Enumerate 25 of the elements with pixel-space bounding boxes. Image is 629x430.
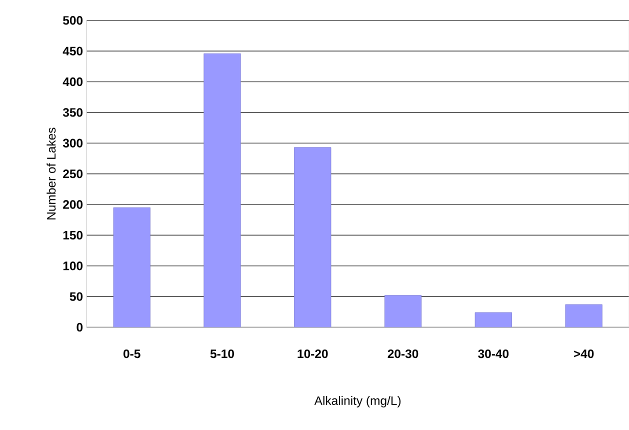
x-tick-label: 30-40 bbox=[478, 349, 509, 358]
y-tick-label: 300 bbox=[62, 138, 83, 148]
y-tick-label: 100 bbox=[63, 261, 83, 270]
x-tick-label: 5-10 bbox=[210, 349, 234, 358]
y-tick-label: 150 bbox=[63, 230, 83, 240]
y-tick-label: 0 bbox=[76, 322, 83, 332]
y-tick-label: 200 bbox=[63, 200, 83, 209]
x-tick-label: 10-20 bbox=[298, 349, 328, 358]
bar bbox=[204, 53, 241, 328]
y-tick-label: 50 bbox=[70, 292, 83, 301]
bar bbox=[384, 295, 422, 328]
y-tick-label: 250 bbox=[63, 169, 83, 178]
bar bbox=[565, 304, 602, 328]
x-tick-label: >40 bbox=[574, 349, 594, 358]
y-tick-label: 400 bbox=[62, 77, 83, 86]
y-tick-label: 500 bbox=[63, 16, 83, 25]
x-tick-label: 0-5 bbox=[123, 349, 140, 358]
y-tick-label: 450 bbox=[62, 46, 83, 56]
bar bbox=[474, 312, 512, 328]
bar bbox=[294, 147, 332, 328]
y-axis-title: Number of Lakes bbox=[46, 128, 56, 220]
bar bbox=[113, 207, 150, 328]
x-tick-label: 20-30 bbox=[388, 349, 418, 358]
x-axis-title: Alkalinity (mg/L) bbox=[314, 396, 401, 408]
y-tick-label: 350 bbox=[62, 108, 83, 117]
